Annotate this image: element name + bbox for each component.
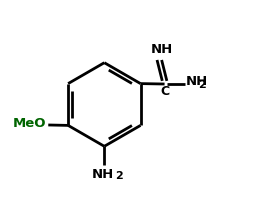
Text: 2: 2	[115, 171, 123, 181]
Text: NH: NH	[92, 168, 114, 181]
Text: NH: NH	[186, 75, 208, 88]
Text: MeO: MeO	[13, 117, 47, 130]
Text: 2: 2	[198, 80, 206, 90]
Text: C: C	[160, 85, 169, 98]
Text: NH: NH	[150, 43, 173, 56]
